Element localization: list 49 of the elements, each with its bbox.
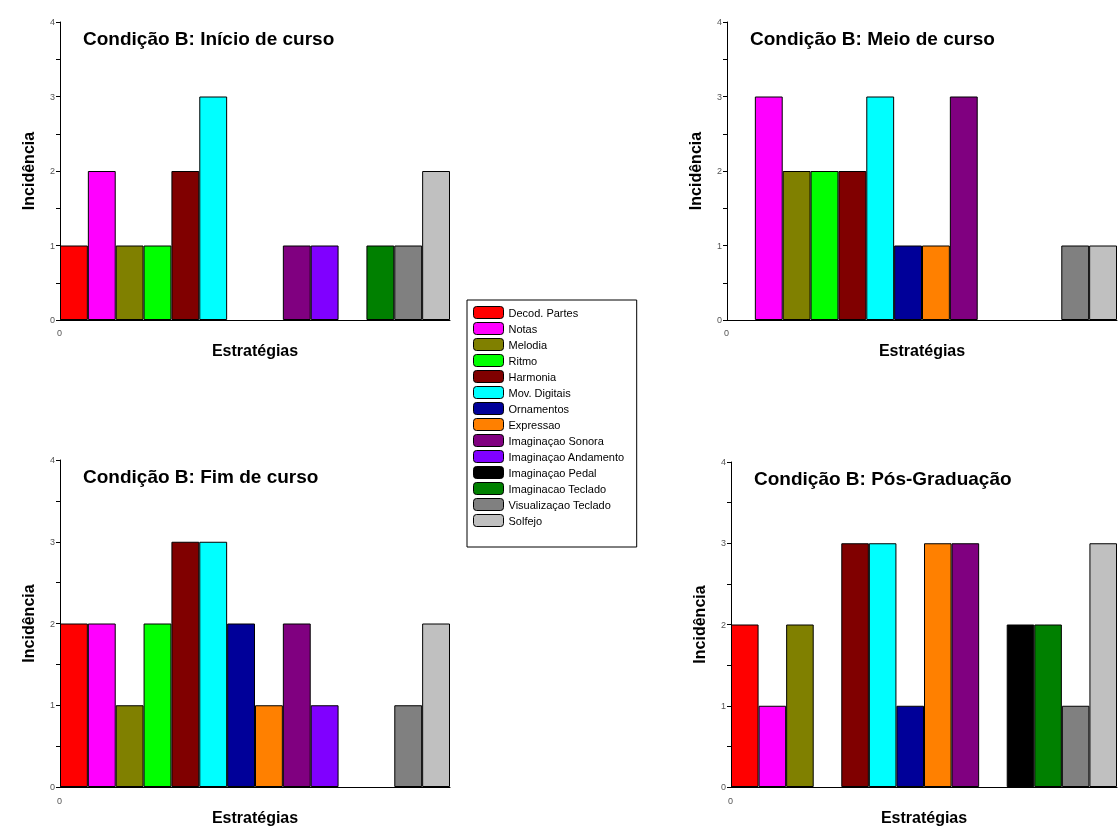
y-tick-label: 0 [49,782,55,792]
chart-title: Condição B: Início de curso [83,28,335,49]
legend-label: Ornamentos [508,402,570,415]
y-tick-label: 1 [49,700,55,711]
y-tick-label: 0 [49,315,55,325]
y-tick-label: 2 [720,619,726,630]
y-axis-title: Incidência [690,585,708,664]
y-axis-title: Incidência [686,131,704,211]
x-axis-title: Estratégias [211,341,299,359]
legend-label: Imaginaçao Pedal [508,466,597,479]
y-axis-title: Incidência [19,584,37,663]
legend-label: Mov. Digitais [508,386,572,399]
y-tick-label: 4 [49,17,55,27]
y-tick-label: 3 [720,538,726,549]
y-tick-label: 4 [720,457,726,467]
legend-label: Notas [508,322,538,335]
x-axis-title: Estratégias [878,341,966,359]
y-tick-label: 1 [720,700,726,711]
y-tick-label: 3 [49,91,55,102]
legend-label: Visualizaçao Teclado [508,498,611,511]
y-tick-label: 2 [49,166,55,176]
y-tick-label: 4 [49,455,55,465]
legend-label: Decod. Partes [508,306,579,319]
y-tick-label: 1 [49,240,55,251]
y-tick-label: 3 [716,91,722,102]
legend-label: Ritmo [508,354,538,367]
y-tick-label: 2 [49,618,55,629]
legend-label: Melodia [508,338,548,351]
y-tick-label: 3 [49,536,55,547]
chart-title: Condição B: Pós-Graduação [754,468,1012,489]
y-tick-label: 1 [716,240,722,251]
text: 0 [728,795,734,806]
y-axis-title: Incidência [19,131,37,211]
x-axis-title: Estratégias [211,808,299,826]
legend-label: Imaginaçao Andamento [508,450,625,463]
y-tick-label: 0 [716,315,722,325]
legend-label: Imaginaçao Sonora [508,434,605,447]
chart-title: Condição B: Meio de curso [750,28,995,49]
legend-label: Harmonia [508,370,558,383]
legend-label: Imaginacao Teclado [508,482,607,495]
chart-title: Condição B: Fim de curso [83,466,319,487]
text: 0 [57,795,63,806]
y-tick-label: 0 [720,782,726,792]
legend-label: Solfejo [508,514,543,527]
y-tick-label: 2 [716,166,722,176]
text: 0 [57,327,63,338]
legend-label: Expressao [508,418,561,431]
x-axis-title: Estratégias [880,808,968,826]
y-tick-label: 4 [716,17,722,27]
